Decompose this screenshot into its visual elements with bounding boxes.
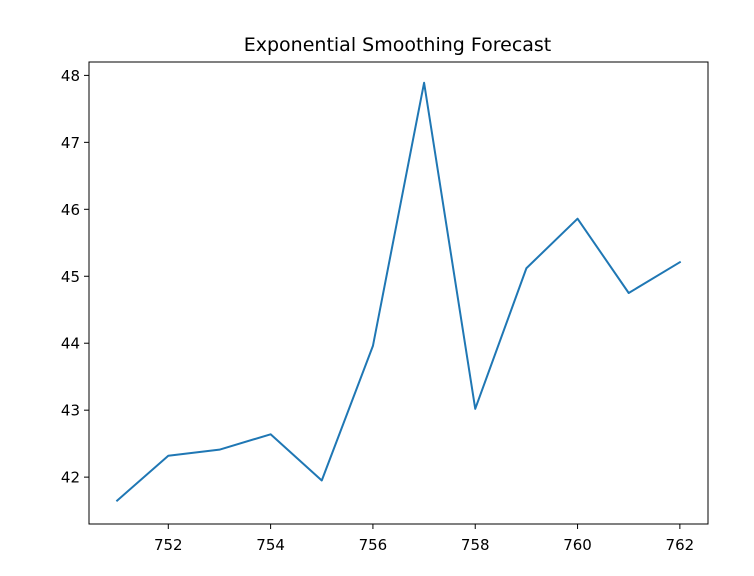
series-line-0 [115, 81, 682, 502]
x-tick-label: 752 [154, 536, 183, 554]
series-layer [115, 81, 682, 502]
x-axis: 752 754 756 758 760 762 [154, 524, 694, 554]
x-tick-label: 762 [666, 536, 695, 554]
y-tick-label: 46 [61, 201, 80, 219]
y-tick-label: 48 [61, 67, 80, 85]
y-tick-label: 43 [61, 402, 80, 420]
x-tick-label: 754 [256, 536, 285, 554]
y-tick-label: 47 [61, 134, 80, 152]
y-tick-label: 45 [61, 268, 80, 286]
y-tick-label: 42 [61, 469, 80, 487]
y-axis: 42 43 44 45 46 47 48 [61, 67, 89, 487]
x-tick-label: 758 [461, 536, 490, 554]
y-tick-label: 44 [61, 335, 80, 353]
chart-title: Exponential Smoothing Forecast [244, 34, 552, 56]
x-tick-label: 760 [563, 536, 592, 554]
plot-frame [88, 61, 709, 525]
x-tick-label: 756 [359, 536, 388, 554]
